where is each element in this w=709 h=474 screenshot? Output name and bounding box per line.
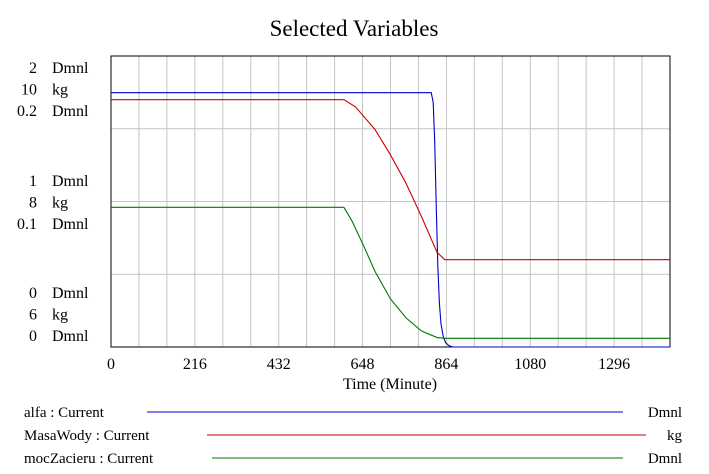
y-tick-value: 0 bbox=[29, 328, 37, 345]
y-tick-value: 2 bbox=[29, 60, 37, 77]
legend-unit: kg bbox=[667, 428, 683, 444]
series-line-2 bbox=[111, 99, 670, 261]
y-tick-unit: kg bbox=[52, 195, 68, 212]
y-tick-labels: 2 Dmnl 1 Dmnl 0 Dmnl 10 kg 8 kg 6 kg 0.2 Dmnl 0.1 Dmnl 0… bbox=[17, 60, 89, 345]
series-line-1 bbox=[111, 92, 670, 348]
y-tick-value: 0.1 bbox=[17, 216, 37, 233]
legend-label: MasaWody : Current bbox=[24, 428, 150, 444]
y-tick-unit: kg bbox=[52, 82, 68, 99]
x-tick-label: 1080 bbox=[514, 356, 546, 373]
y-tick-unit: Dmnl bbox=[52, 103, 89, 120]
plot-area bbox=[110, 55, 671, 348]
y-tick-value: 8 bbox=[29, 195, 37, 212]
legend-unit: Dmnl bbox=[648, 451, 682, 467]
y-tick-value: 0.2 bbox=[17, 103, 37, 120]
y-tick-value: 0 bbox=[29, 285, 37, 302]
y-tick-unit: Dmnl bbox=[52, 173, 89, 190]
series-line-3 bbox=[111, 206, 670, 339]
y-tick-unit: Dmnl bbox=[52, 216, 89, 233]
chart-title: Selected Variables bbox=[270, 16, 439, 41]
y-tick-value: 6 bbox=[29, 307, 37, 324]
y-tick-unit: Dmnl bbox=[52, 60, 89, 77]
x-tick-label: 648 bbox=[351, 356, 375, 373]
x-tick-labels: 0 216 432 648 864 1080 1296 bbox=[107, 356, 630, 373]
grid-horizontal bbox=[111, 128, 670, 275]
y-tick-value: 1 bbox=[29, 173, 37, 190]
y-tick-unit: kg bbox=[52, 307, 68, 324]
legend: alfa : Current Dmnl MasaWody : Current kg mo… bbox=[24, 405, 683, 467]
legend-unit: Dmnl bbox=[648, 405, 682, 421]
y-tick-unit: Dmnl bbox=[52, 285, 89, 302]
series-lines bbox=[111, 92, 670, 348]
x-tick-label: 432 bbox=[267, 356, 291, 373]
y-tick-value: 10 bbox=[21, 82, 37, 99]
x-tick-label: 864 bbox=[434, 356, 458, 373]
y-tick-unit: Dmnl bbox=[52, 328, 89, 345]
x-tick-label: 216 bbox=[183, 356, 207, 373]
x-axis-title: Time (Minute) bbox=[343, 376, 437, 393]
x-tick-label: 0 bbox=[107, 356, 115, 373]
legend-label: alfa : Current bbox=[24, 405, 105, 421]
x-tick-label: 1296 bbox=[598, 356, 630, 373]
legend-label: mocZacieru : Current bbox=[24, 451, 154, 467]
